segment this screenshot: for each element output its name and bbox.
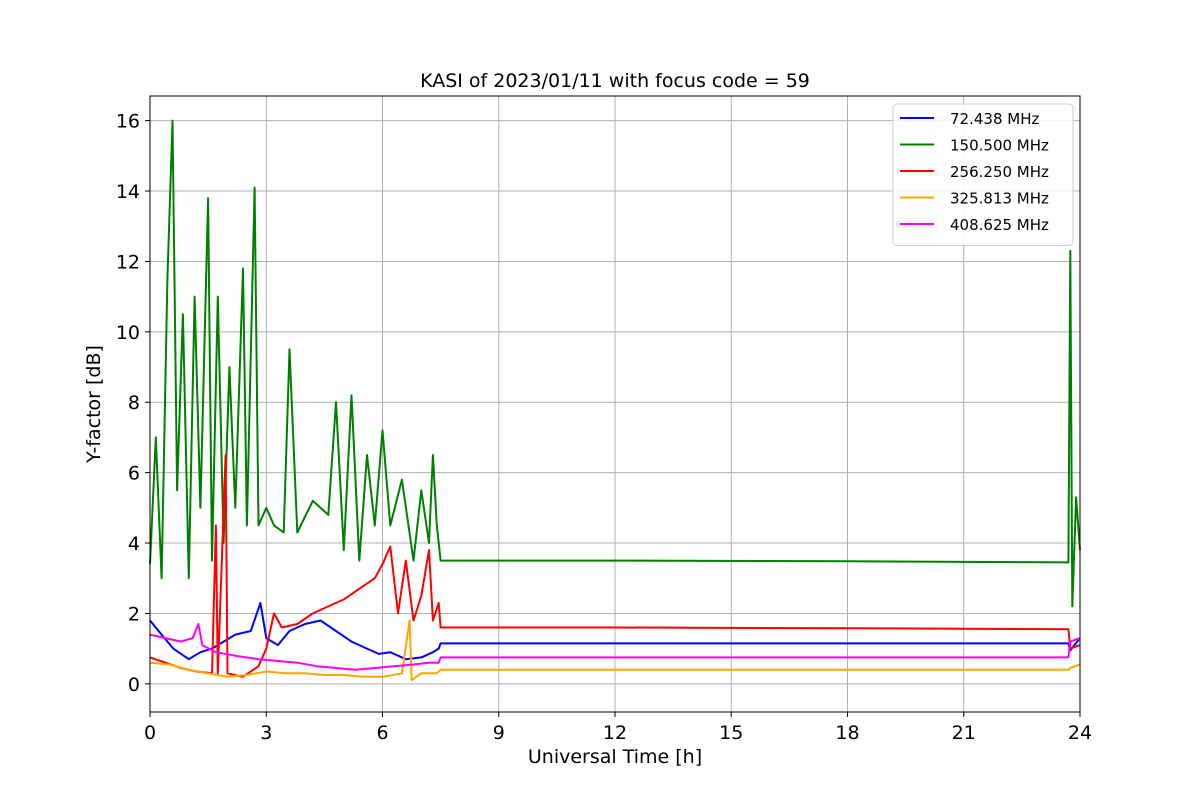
y-tick-label: 10 xyxy=(116,322,140,344)
series-line xyxy=(149,623,1081,671)
x-tick-label: 24 xyxy=(1068,722,1092,744)
series-line xyxy=(149,619,1081,682)
legend-label: 256.250 MHz xyxy=(950,163,1049,181)
y-axis-label: Y-factor [dB] xyxy=(83,345,105,464)
x-tick-label: 0 xyxy=(144,722,156,744)
chart-title: KASI of 2023/01/11 with focus code = 59 xyxy=(420,70,810,92)
y-tick-label: 2 xyxy=(128,603,140,625)
x-tick-label: 6 xyxy=(376,722,388,744)
data-series xyxy=(149,119,1081,682)
series-line xyxy=(149,119,1081,608)
x-tick-label: 18 xyxy=(835,722,859,744)
x-tick-label: 12 xyxy=(603,722,627,744)
y-tick-label: 12 xyxy=(116,251,140,273)
x-tick-label: 21 xyxy=(952,722,976,744)
legend-box xyxy=(892,103,1074,246)
legend-label: 325.813 MHz xyxy=(950,190,1049,208)
x-tick-label: 3 xyxy=(260,722,272,744)
series-line xyxy=(149,454,1081,678)
x-tick-label: 15 xyxy=(719,722,743,744)
legend-label: 150.500 MHz xyxy=(950,137,1049,155)
legend-label: 72.438 MHz xyxy=(950,110,1039,128)
x-tick-label: 9 xyxy=(493,722,505,744)
y-tick-label: 14 xyxy=(116,181,140,203)
chart-legend: 72.438 MHz 150.500 MHz 256.250 MHz 325.813 … xyxy=(892,103,1074,246)
y-tick-label: 16 xyxy=(116,111,140,133)
y-tick-label: 0 xyxy=(128,674,140,696)
y-tick-label: 6 xyxy=(128,463,140,485)
y-tick-label: 4 xyxy=(128,533,140,555)
x-axis-label: Universal Time [h] xyxy=(528,746,702,768)
legend-label: 408.625 MHz xyxy=(950,216,1049,234)
y-tick-label: 8 xyxy=(128,392,140,414)
